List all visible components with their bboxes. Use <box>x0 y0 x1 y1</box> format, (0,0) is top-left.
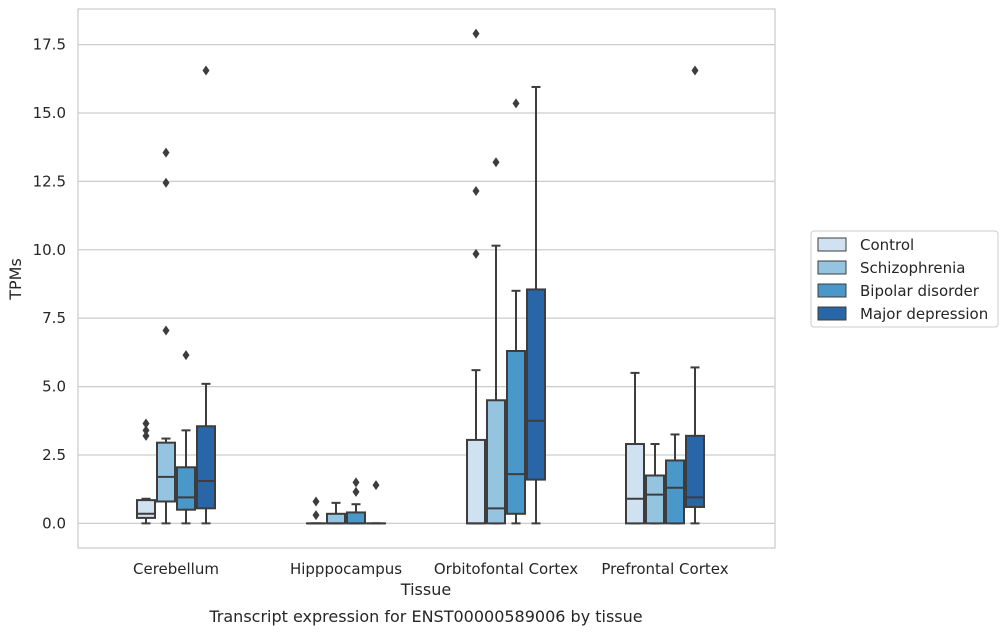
outlier-point <box>142 425 150 436</box>
outlier-point <box>162 147 170 158</box>
y-tick-label: 15.0 <box>33 104 66 122</box>
x-axis-ticks: Cerebellum Hipppocampus Orbitofontal Corte… <box>133 560 729 578</box>
box <box>506 98 526 525</box>
legend-label: Control <box>860 236 914 254</box>
box-body <box>486 399 506 525</box>
box-body <box>665 459 685 525</box>
box <box>665 433 685 525</box>
series-control <box>136 28 645 525</box>
outlier-point <box>312 496 320 507</box>
outlier-point <box>472 28 480 39</box>
legend: Control Schizophrenia Bipolar disorder Majo… <box>810 230 999 328</box>
outlier-point <box>162 325 170 336</box>
outlier-point <box>472 185 480 196</box>
box <box>486 157 506 525</box>
box <box>176 350 196 525</box>
y-tick-label: 5.0 <box>42 378 66 396</box>
outlier-point <box>162 177 170 188</box>
y-tick-label: 7.5 <box>42 309 66 327</box>
box <box>685 65 705 525</box>
plot-background <box>78 9 775 548</box>
box <box>466 28 486 525</box>
box-body <box>346 511 366 525</box>
box <box>326 501 346 525</box>
legend-item: Major depression <box>817 305 988 323</box>
outlier-point <box>372 480 380 491</box>
box-body <box>466 438 486 525</box>
legend-frame <box>810 230 999 328</box>
grid-lines <box>78 43 775 525</box>
outlier-point <box>512 98 520 109</box>
outlier-point <box>492 157 500 168</box>
outlier-point <box>312 510 320 521</box>
x-tick-label: Prefrontal Cortex <box>601 560 728 578</box>
box-body <box>645 474 665 525</box>
x-tick-label: Orbitofontal Cortex <box>434 560 578 578</box>
box <box>645 443 665 525</box>
box <box>196 65 216 525</box>
x-tick-label: Cerebellum <box>133 560 219 578</box>
y-tick-label: 2.5 <box>42 446 66 464</box>
figure-caption: Transcript expression for ENST0000058900… <box>208 607 642 626</box>
legend-label: Bipolar disorder <box>860 282 980 300</box>
box <box>156 147 176 525</box>
x-axis-title: Tissue <box>400 580 451 599</box>
series-bipolar-disorder <box>176 98 685 525</box>
y-tick-label: 17.5 <box>33 36 66 54</box>
y-tick-label: 10.0 <box>33 241 66 259</box>
outlier-point <box>352 486 360 497</box>
y-tick-label: 0.0 <box>42 514 66 532</box>
legend-swatch <box>817 306 847 321</box>
legend-swatch <box>817 283 847 298</box>
box-body <box>526 288 546 481</box>
outlier-point <box>691 65 699 76</box>
legend-item: Schizophrenia <box>817 259 965 277</box>
box-body <box>506 350 526 515</box>
series-major-depression <box>196 65 705 525</box>
series-schizophrenia <box>156 147 665 525</box>
outlier-point <box>472 248 480 259</box>
box-plot-series <box>136 28 705 525</box>
legend-swatch <box>817 260 847 275</box>
y-axis-ticks: 0.0 2.5 5.0 7.5 10.0 12.5 15.0 17.5 <box>33 36 66 533</box>
y-tick-label: 12.5 <box>33 172 66 190</box>
outlier-point <box>142 430 150 441</box>
box <box>625 371 645 525</box>
legend-swatch <box>817 237 847 252</box>
outlier-point <box>182 350 190 361</box>
box-body <box>196 425 216 510</box>
y-axis-title: TPMs <box>6 258 25 301</box>
box <box>366 480 386 525</box>
plot-frame <box>77 8 776 549</box>
box <box>136 418 156 525</box>
outlier-point <box>352 477 360 488</box>
outlier-point <box>202 65 210 76</box>
x-tick-label: Hipppocampus <box>290 560 402 578</box>
outlier-point <box>142 418 150 429</box>
box-body <box>136 499 156 519</box>
legend-label: Schizophrenia <box>860 259 965 277</box>
box-body <box>685 434 705 508</box>
box-body <box>625 443 645 525</box>
box <box>346 477 366 525</box>
box-body <box>156 441 176 503</box>
legend-item: Control <box>817 236 914 254</box>
legend-label: Major depression <box>860 305 988 323</box>
box <box>306 496 326 525</box>
box-body <box>326 512 346 525</box>
box-body <box>176 466 196 511</box>
box <box>526 85 546 525</box>
legend-item: Bipolar disorder <box>817 282 980 300</box>
